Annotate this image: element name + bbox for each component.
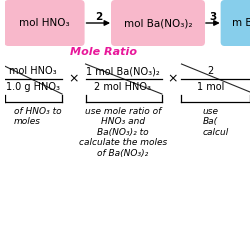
Text: use
Ba(
calcul: use Ba( calcul — [202, 107, 229, 137]
Text: 1 mol Ba(NO₃)₂: 1 mol Ba(NO₃)₂ — [86, 66, 160, 76]
Text: 2: 2 — [208, 66, 214, 76]
Text: ×: × — [168, 72, 178, 86]
Text: mol Ba(NO₃)₂: mol Ba(NO₃)₂ — [124, 18, 192, 28]
FancyBboxPatch shape — [111, 0, 205, 46]
Text: 2: 2 — [95, 12, 102, 22]
FancyBboxPatch shape — [221, 0, 250, 46]
Text: 1.0 g HNO₃: 1.0 g HNO₃ — [6, 82, 60, 92]
Text: use mole ratio of
HNO₃ and
Ba(NO₃)₂ to
calculate the moles
of Ba(NO₃)₂: use mole ratio of HNO₃ and Ba(NO₃)₂ to c… — [79, 107, 167, 158]
Text: mol HNO₃: mol HNO₃ — [9, 66, 56, 76]
Text: m B: m B — [232, 18, 250, 28]
Text: 1 mol: 1 mol — [197, 82, 224, 92]
Text: Mole Ratio: Mole Ratio — [70, 47, 137, 57]
Text: ×: × — [68, 72, 79, 86]
Text: of HNO₃ to
moles: of HNO₃ to moles — [14, 107, 62, 126]
Text: 3: 3 — [209, 12, 216, 22]
Text: mol HNO₃: mol HNO₃ — [19, 18, 70, 28]
Text: 2 mol HNO₃: 2 mol HNO₃ — [94, 82, 151, 92]
FancyBboxPatch shape — [4, 0, 84, 46]
